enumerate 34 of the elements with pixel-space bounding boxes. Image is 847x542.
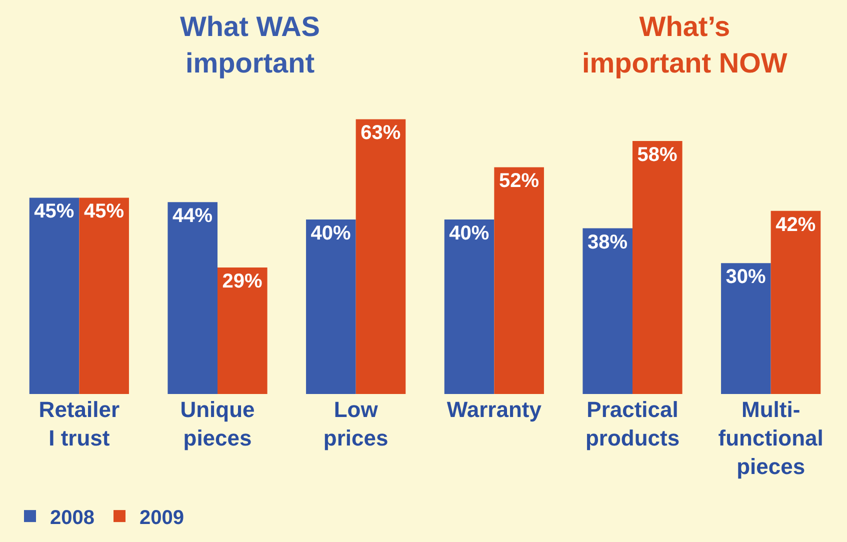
legend-label: 2009 [140,506,184,529]
bar [632,141,682,394]
data-label: 42% [776,214,816,236]
data-label: 29% [222,270,263,293]
legend-label: 2008 [50,506,94,529]
x-tick-label: Unique pieces [180,397,255,451]
bar [582,228,632,394]
bar [721,263,771,394]
data-label: 40% [449,222,490,245]
bar [218,268,268,394]
data-label: 58% [637,144,678,166]
x-tick-label: Warranty [446,397,542,422]
x-tick-label: Practical products [585,397,680,451]
bar [168,202,218,394]
data-label: 38% [587,231,628,254]
data-label: 63% [360,122,401,144]
text: What’s important NOW [582,11,788,78]
x-tick-label: Multi- functional pieces [718,397,824,480]
data-label: 40% [310,222,352,245]
bar [29,198,80,394]
bar [444,220,494,394]
bar [306,220,356,394]
bar [494,167,544,394]
data-label: 30% [726,266,766,288]
data-label: 45% [84,200,124,223]
data-label: 52% [498,170,540,192]
bar [356,119,406,394]
text: What WAS important [180,11,320,78]
bar [79,198,129,394]
bar [770,210,821,394]
x-tick-label: Low prices [323,397,388,451]
x-tick-label: Retailer I trust [38,397,120,451]
data-label: 44% [172,205,213,228]
data-label: 45% [34,200,74,223]
